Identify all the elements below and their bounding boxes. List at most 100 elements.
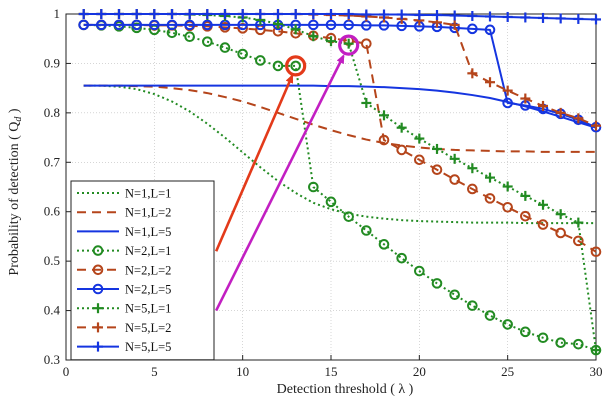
data-point <box>290 9 301 19</box>
data-point <box>308 181 319 193</box>
data-point <box>114 9 124 19</box>
data-point <box>255 55 266 66</box>
data-point <box>255 9 266 19</box>
series-line <box>83 23 597 352</box>
data-point <box>184 19 195 31</box>
data-point <box>573 13 584 24</box>
data-point <box>414 9 425 20</box>
data-point <box>414 133 425 144</box>
legend-entry: N=2,L=1 <box>77 244 171 258</box>
data-point <box>591 14 601 25</box>
series-lines <box>78 9 602 356</box>
x-tick-label: 30 <box>590 364 603 379</box>
legend-marker <box>92 245 104 256</box>
data-point <box>361 38 372 49</box>
data-point <box>502 201 513 213</box>
data-point <box>449 10 460 21</box>
highlight-circle <box>285 55 307 77</box>
data-point <box>485 77 495 88</box>
data-point <box>591 345 601 356</box>
data-point <box>78 9 89 19</box>
data-point <box>467 163 478 174</box>
legend-label: N=1,L=2 <box>125 206 171 220</box>
data-point <box>343 9 354 19</box>
data-point <box>502 11 513 22</box>
data-point <box>537 332 549 344</box>
data-point <box>290 24 301 35</box>
x-tick-label: 15 <box>325 364 338 379</box>
data-point <box>272 60 284 72</box>
data-point <box>484 310 496 321</box>
series-line <box>83 84 596 153</box>
legend-marker <box>92 264 104 276</box>
data-point <box>361 9 372 20</box>
data-point <box>555 209 566 220</box>
x-tick-label: 10 <box>236 364 249 379</box>
data-point <box>520 93 531 104</box>
data-point <box>573 217 584 228</box>
data-point <box>520 190 531 201</box>
x-axis-label: Detection threshold ( λ ) <box>277 382 414 397</box>
data-point <box>449 174 460 185</box>
data-point <box>555 13 566 24</box>
y-tick-label: 0.5 <box>44 253 60 268</box>
data-point <box>149 19 160 31</box>
data-point <box>573 113 584 124</box>
data-point <box>78 19 89 31</box>
legend-label: N=2,L=2 <box>125 263 171 277</box>
legend-label: N=1,L=5 <box>125 225 171 239</box>
data-point <box>113 19 125 31</box>
annotations <box>214 34 360 312</box>
data-point <box>379 9 389 20</box>
y-tick-label: 0.4 <box>44 303 61 318</box>
series-N=1,L=2 <box>83 84 596 153</box>
data-point <box>378 239 390 250</box>
data-point <box>520 210 531 222</box>
legend-label: N=5,L=5 <box>125 340 171 354</box>
data-point <box>325 19 337 31</box>
data-point <box>131 19 142 31</box>
data-point <box>485 172 495 183</box>
data-point <box>237 48 248 60</box>
data-point <box>467 10 478 21</box>
y-axis-label: Probability of detection ( Qd ) <box>7 108 24 275</box>
y-tick-label: 0.6 <box>44 204 61 219</box>
data-point <box>502 85 513 96</box>
data-point <box>96 9 107 19</box>
data-point <box>149 9 160 19</box>
data-point <box>414 154 425 166</box>
data-point <box>449 19 460 30</box>
data-point <box>396 9 407 20</box>
data-point <box>467 300 478 311</box>
data-point <box>220 9 230 19</box>
data-point <box>431 278 443 289</box>
data-point <box>378 134 390 146</box>
series-line <box>83 23 597 129</box>
data-point <box>485 11 495 22</box>
data-point <box>166 19 178 31</box>
data-point <box>308 19 319 31</box>
legend-entry: N=5,L=5 <box>77 340 171 354</box>
data-point <box>308 9 319 19</box>
data-point <box>237 9 248 19</box>
data-point <box>396 122 407 133</box>
legend-entry: N=2,L=2 <box>77 263 171 277</box>
data-point <box>467 23 478 35</box>
data-point <box>184 31 195 43</box>
data-point <box>502 319 513 330</box>
legend-label: N=5,L=1 <box>125 302 171 316</box>
y-tick-label: 0.7 <box>44 154 61 169</box>
y-tick-label: 0.8 <box>44 105 60 120</box>
y-tick-label: 0.9 <box>44 55 60 70</box>
data-point <box>538 100 548 111</box>
data-point <box>538 199 548 210</box>
data-point <box>537 219 549 230</box>
data-point <box>449 153 460 164</box>
series-line <box>83 13 597 127</box>
series-N=5,L=5 <box>78 9 601 25</box>
data-point <box>590 246 602 258</box>
legend-marker <box>93 341 103 352</box>
legend-entry: N=2,L=5 <box>77 283 171 297</box>
legend-label: N=2,L=1 <box>125 244 171 258</box>
data-point <box>325 196 337 208</box>
